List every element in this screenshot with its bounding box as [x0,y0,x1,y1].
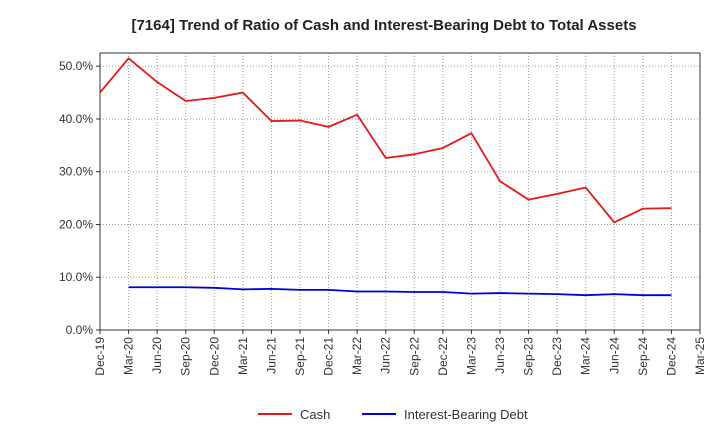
x-tick-label: Mar-21 [236,337,250,375]
y-tick-label: 50.0% [59,59,93,73]
chart-title: [7164] Trend of Ratio of Cash and Intere… [131,17,636,34]
x-tick-label: Jun-20 [150,337,164,374]
x-tick-label: Mar-23 [464,337,478,375]
y-tick-label: 0.0% [66,323,94,337]
x-tick-label: Mar-25 [693,337,707,375]
y-tick-label: 30.0% [59,165,93,179]
x-tick-label: Sep-24 [636,337,650,376]
series-line-cash [99,57,672,224]
legend: Cash Interest-Bearing Debt [258,407,528,422]
series-group [99,57,672,297]
plot-area-border [99,52,701,331]
x-tick-label: Jun-21 [264,337,278,374]
grid [100,53,700,330]
x-tick-label: Mar-22 [350,337,364,375]
x-tick-label: Dec-21 [322,337,336,376]
x-tick-label: Sep-21 [293,337,307,376]
x-tick-label: Sep-22 [407,337,421,376]
x-tick-label: Mar-20 [122,337,136,375]
x-tick-label: Jun-23 [493,337,507,374]
x-tick-label: Dec-23 [550,337,564,376]
x-tick-label: Sep-23 [522,337,536,376]
x-tick-label: Dec-20 [207,337,221,376]
x-tick-label: Jun-22 [379,337,393,374]
y-tick-label: 20.0% [59,217,93,231]
x-tick-label: Jun-24 [607,337,621,374]
x-tick-label: Dec-24 [664,337,678,376]
x-axis: Dec-19 Mar-20 Jun-20 Sep-20 Dec-20 Mar-21 Jun-… [93,330,707,376]
legend-label: Cash [300,407,330,422]
y-tick-label: 10.0% [59,270,93,284]
x-tick-label: Mar-24 [579,337,593,375]
x-tick-label: Dec-22 [436,337,450,376]
x-tick-label: Sep-20 [179,337,193,376]
y-axis: 0.0% 10.0% 20.0% 30.0% 40.0% 50.0% [59,59,100,337]
x-tick-label: Dec-19 [93,337,107,376]
series-line-debt [128,286,672,297]
legend-label: Interest-Bearing Debt [404,407,528,422]
y-tick-label: 40.0% [59,112,93,126]
